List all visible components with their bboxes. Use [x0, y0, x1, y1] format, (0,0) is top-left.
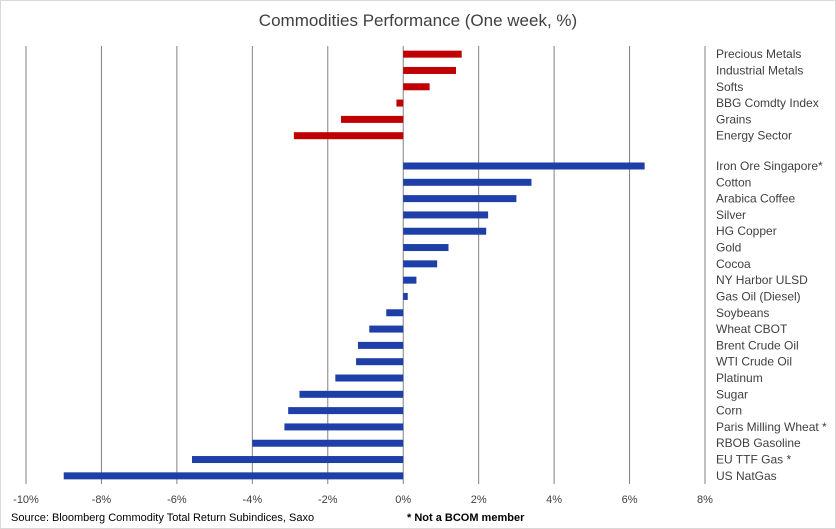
x-tick-label: -10%	[13, 494, 39, 506]
bar	[252, 439, 404, 447]
category-label: Energy Sector	[716, 129, 792, 143]
bar	[403, 276, 417, 284]
bar	[63, 472, 404, 480]
category-label: Gold	[716, 241, 741, 255]
bar	[403, 227, 487, 235]
category-label: Gas Oil (Diesel)	[716, 289, 801, 303]
category-label: NY Harbor ULSD	[716, 273, 808, 287]
chart-title: Commodities Performance (One week, %)	[259, 11, 577, 30]
bar	[403, 50, 462, 58]
bar	[403, 66, 457, 74]
bar	[403, 178, 532, 186]
x-tick-label: 8%	[697, 494, 713, 506]
member-note: * Not a BCOM member	[407, 512, 525, 524]
category-label: US NatGas	[716, 469, 777, 483]
x-tick-label: 0%	[395, 494, 411, 506]
x-tick-label: 6%	[622, 494, 638, 506]
x-tick-label: -2%	[318, 494, 338, 506]
bar	[396, 99, 404, 107]
bar	[299, 390, 404, 398]
category-label: WTI Crude Oil	[716, 355, 792, 369]
category-label: Cocoa	[716, 257, 751, 271]
category-label: Cotton	[716, 175, 751, 189]
source-note: Source: Bloomberg Commodity Total Return…	[11, 512, 314, 524]
category-label: HG Copper	[716, 224, 777, 238]
bar	[403, 292, 408, 300]
category-label: RBOB Gasoline	[716, 436, 801, 450]
bar	[293, 132, 404, 140]
x-tick-label: 2%	[471, 494, 487, 506]
bar	[191, 456, 404, 464]
x-tick-label: -8%	[92, 494, 112, 506]
bar	[356, 358, 404, 366]
category-label: Brent Crude Oil	[716, 338, 799, 352]
x-tick-label: 4%	[546, 494, 562, 506]
category-label: Grains	[716, 112, 751, 126]
category-label: EU TTF Gas *	[716, 453, 791, 467]
bar	[284, 423, 404, 431]
x-tick-label: -6%	[167, 494, 187, 506]
category-label: Industrial Metals	[716, 63, 803, 77]
category-label: Silver	[716, 208, 746, 222]
x-tick-label: -4%	[243, 494, 263, 506]
bar	[369, 325, 404, 333]
category-label: Softs	[716, 80, 743, 94]
category-label: Sugar	[716, 387, 748, 401]
bar	[403, 244, 449, 252]
category-label: Paris Milling Wheat *	[716, 420, 827, 434]
bar	[403, 162, 645, 170]
category-label: Platinum	[716, 371, 763, 385]
category-label: Iron Ore Singapore*	[716, 159, 823, 173]
bar	[357, 341, 404, 349]
bar	[335, 374, 404, 382]
bar	[403, 260, 438, 268]
bar	[340, 115, 404, 123]
category-label: Wheat CBOT	[716, 322, 788, 336]
bar	[403, 195, 517, 203]
bar	[403, 211, 489, 219]
category-label: BBG Comdty Index	[716, 96, 819, 110]
category-label: Arabica Coffee	[716, 192, 795, 206]
bar	[403, 83, 430, 91]
category-label: Precious Metals	[716, 47, 801, 61]
bar	[386, 309, 404, 317]
category-label: Corn	[716, 404, 742, 418]
bar	[288, 407, 404, 415]
category-label: Soybeans	[716, 306, 769, 320]
